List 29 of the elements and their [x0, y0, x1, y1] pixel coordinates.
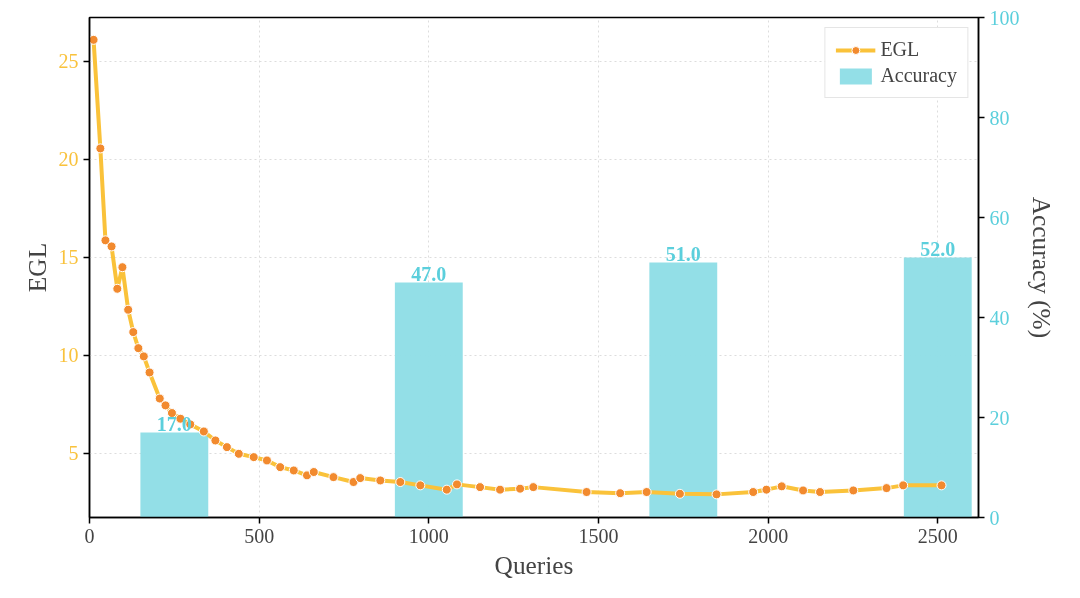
y2-axis-title: Accuracy (%): [1026, 196, 1056, 339]
y-tick-label: 10: [58, 344, 79, 367]
y2-tick-label: 60: [989, 206, 1010, 229]
x-tick-label: 1000: [408, 524, 449, 547]
bar: [903, 257, 972, 518]
bar: [649, 262, 718, 518]
bar: [394, 282, 463, 518]
x-tick-label: 1500: [578, 524, 619, 547]
y2-tick-label: 40: [989, 306, 1010, 329]
y2-tick-label: 80: [989, 106, 1010, 129]
data-label: 52.0: [920, 237, 956, 260]
x-axis-title: Queries: [494, 550, 574, 579]
legend-label: EGL: [880, 38, 920, 61]
y-tick-label: 5: [68, 442, 79, 465]
x-tick-label: 0: [84, 524, 95, 547]
data-label: 47.0: [411, 262, 447, 285]
x-tick-label: 500: [244, 524, 275, 547]
y-axis-title: EGL: [22, 242, 51, 293]
y2-tick-label: 100: [989, 6, 1020, 29]
y2-tick-label: 0: [989, 506, 1000, 529]
bar: [140, 432, 209, 518]
y2-tick-label: 20: [989, 406, 1010, 429]
x-tick-label: 2000: [748, 524, 789, 547]
legend-label: Accuracy: [880, 64, 957, 87]
y-tick-label: 25: [58, 50, 79, 73]
y-tick-label: 15: [58, 246, 79, 269]
data-label: 51.0: [665, 242, 701, 265]
y-tick-label: 20: [58, 148, 79, 171]
x-tick-label: 2500: [917, 524, 958, 547]
